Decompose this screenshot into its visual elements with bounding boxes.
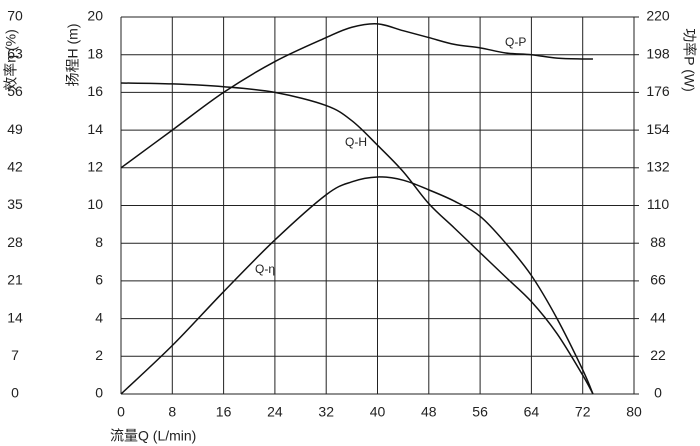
y2-tick-label: 198 <box>646 45 670 61</box>
y-tick-label: 2 <box>95 347 103 363</box>
y2-tick-label: 66 <box>650 272 666 288</box>
x-tick-label: 40 <box>370 404 386 420</box>
y-tick-label: 18 <box>87 45 103 61</box>
y-tick-label: 16 <box>87 83 103 99</box>
x-axis-title: 流量Q (L/min) <box>110 428 196 444</box>
y3-tick-label: 56 <box>7 83 23 99</box>
curve-label: Q-P <box>505 35 526 49</box>
x-tick-label: 16 <box>216 404 232 420</box>
x-tick-label: 24 <box>267 404 283 420</box>
curve <box>120 176 594 395</box>
x-tick-label: 48 <box>421 404 437 420</box>
curve-label: Q-η <box>255 262 275 276</box>
y2-tick-label: 22 <box>650 347 666 363</box>
y-tick-label: 4 <box>95 309 103 325</box>
y-tick-label: 6 <box>95 272 103 288</box>
y3-tick-label: 7 <box>11 347 19 363</box>
curve-label: Q-H <box>345 135 367 149</box>
x-tick-label: 64 <box>524 404 540 420</box>
y2-tick-label: 154 <box>646 121 670 137</box>
y3-axis-title: 效率η (%) <box>3 29 19 90</box>
x-tick-label: 32 <box>318 404 334 420</box>
y-tick-label: 20 <box>87 8 103 24</box>
curve <box>120 82 594 395</box>
y2-tick-label: 132 <box>646 159 670 175</box>
x-tick-label: 8 <box>168 404 176 420</box>
y2-tick-label: 110 <box>647 196 670 212</box>
y-tick-label: 10 <box>87 196 103 212</box>
x-tick-label: 72 <box>575 404 591 420</box>
x-tick-label: 0 <box>117 404 125 420</box>
y2-tick-label: 176 <box>646 83 670 99</box>
y3-tick-label: 70 <box>7 8 23 24</box>
y3-tick-label: 49 <box>7 121 23 137</box>
y3-tick-label: 28 <box>7 234 23 250</box>
y-tick-label: 14 <box>87 121 103 137</box>
y3-tick-label: 21 <box>7 272 23 288</box>
y-tick-label: 12 <box>87 159 103 175</box>
y3-tick-label: 42 <box>7 159 23 175</box>
curve <box>120 22 593 169</box>
y2-axis-title: 功率P (W) <box>681 28 697 92</box>
y2-tick-label: 220 <box>646 8 670 24</box>
x-tick-label: 56 <box>472 404 488 420</box>
x-tick-label: 80 <box>626 404 642 420</box>
y-axis-title: 扬程H (m) <box>65 24 81 87</box>
y2-tick-label: 44 <box>650 309 666 325</box>
y-tick-label: 8 <box>95 234 103 250</box>
y3-tick-label: 0 <box>11 385 19 401</box>
y-tick-label: 0 <box>95 385 103 401</box>
y3-tick-label: 35 <box>7 196 23 212</box>
y3-tick-label: 63 <box>7 45 23 61</box>
y2-tick-label: 0 <box>654 385 662 401</box>
y3-tick-label: 14 <box>7 309 23 325</box>
y2-tick-label: 88 <box>650 234 666 250</box>
